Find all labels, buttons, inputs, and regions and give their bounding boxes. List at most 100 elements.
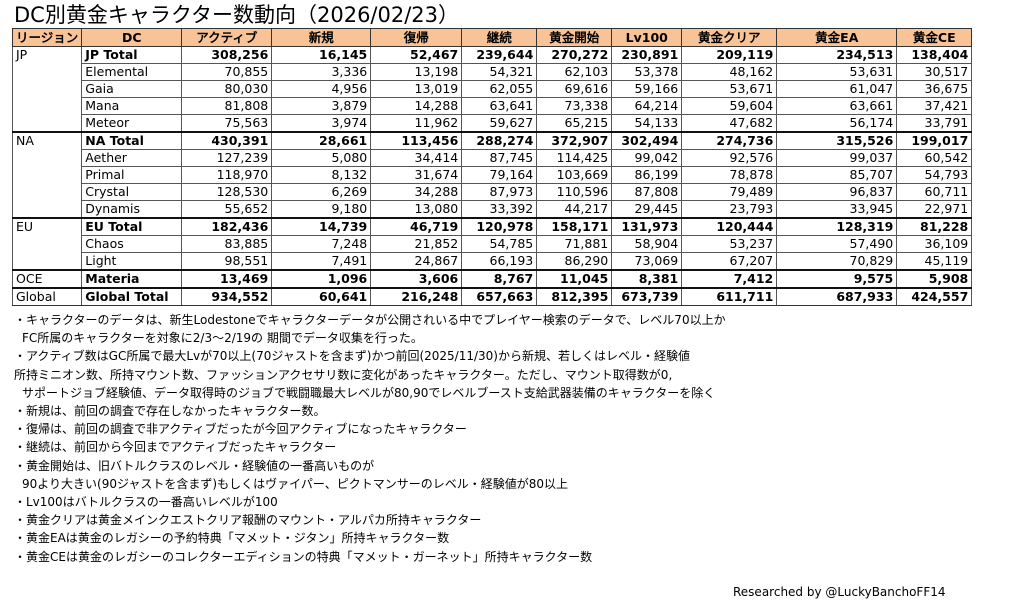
value-cell: 79,164 xyxy=(461,166,538,184)
value-cell: 60,542 xyxy=(896,149,973,167)
value-cell: 934,552 xyxy=(181,287,273,306)
value-cell: 7,248 xyxy=(271,235,372,253)
value-cell: 70,829 xyxy=(776,252,898,271)
value-cell: 8,381 xyxy=(611,269,683,289)
value-cell: 128,530 xyxy=(181,183,273,201)
value-cell: 30,517 xyxy=(896,63,973,81)
region-cell: EU xyxy=(11,217,83,271)
table-row: Meteor 75,563 3,974 11,962 59,627 65,215 54,13… xyxy=(13,114,973,133)
value-cell: 21,852 xyxy=(370,235,463,253)
value-cell: 110,596 xyxy=(536,183,613,201)
value-cell: 37,421 xyxy=(896,97,973,115)
note-line: ・黄金クリアは黄金メインクエストクリア報酬のマウント・アルパカ所持キャラクター xyxy=(14,513,482,528)
value-cell: 424,557 xyxy=(896,287,973,306)
value-cell: 7,491 xyxy=(271,252,372,271)
value-cell: 288,274 xyxy=(461,131,538,150)
column-header: Lv100 xyxy=(611,28,683,47)
region-cell: JP xyxy=(11,46,83,133)
value-cell: 3,879 xyxy=(271,97,372,115)
value-cell: 67,207 xyxy=(681,252,778,271)
value-cell: 14,288 xyxy=(370,97,463,115)
value-cell: 87,973 xyxy=(461,183,538,201)
value-cell: 54,785 xyxy=(461,235,538,253)
note-line: 90より大きい(90ジャストを含まず)もしくはヴァイパー、ピクトマンサーのレベル… xyxy=(22,476,568,491)
value-cell: 60,641 xyxy=(271,287,372,306)
value-cell: 3,606 xyxy=(370,269,463,289)
value-cell: 36,109 xyxy=(896,235,973,253)
value-cell: 687,933 xyxy=(776,287,898,306)
value-cell: 59,627 xyxy=(461,114,538,133)
dc-name-cell: EU Total xyxy=(81,217,183,236)
value-cell: 230,891 xyxy=(611,46,683,64)
value-cell: 98,551 xyxy=(181,252,273,271)
note-line: ・新規は、前回の調査で存在しなかったキャラクター数。 xyxy=(14,404,326,419)
column-header: DC xyxy=(81,28,183,47)
value-cell: 182,436 xyxy=(181,217,273,236)
table-body: JP JP Total 308,256 16,145 52,467 239,644 270,… xyxy=(11,46,973,306)
value-cell: 33,791 xyxy=(896,114,973,133)
value-cell: 69,616 xyxy=(536,80,613,98)
value-cell: 4,956 xyxy=(271,80,372,98)
dc-name-cell: JP Total xyxy=(81,46,183,64)
value-cell: 13,198 xyxy=(370,63,463,81)
value-cell: 1,096 xyxy=(271,269,372,289)
value-cell: 657,663 xyxy=(461,287,538,306)
value-cell: 33,945 xyxy=(776,200,898,219)
value-cell: 216,248 xyxy=(370,287,463,306)
value-cell: 611,711 xyxy=(681,287,778,306)
column-header: 新規 xyxy=(271,28,372,47)
value-cell: 199,017 xyxy=(896,131,973,150)
table-row: Elemental 70,855 3,336 13,198 54,321 62,103 53… xyxy=(13,63,973,81)
value-cell: 66,193 xyxy=(461,252,538,271)
value-cell: 8,767 xyxy=(461,269,538,289)
dc-name-cell: Mana xyxy=(81,97,183,115)
page-title: DC別黄金キャラクター数動向（2026/02/23） xyxy=(14,3,460,27)
value-cell: 120,978 xyxy=(461,217,538,236)
value-cell: 270,272 xyxy=(536,46,613,64)
value-cell: 53,378 xyxy=(611,63,683,81)
value-cell: 3,974 xyxy=(271,114,372,133)
dc-name-cell: NA Total xyxy=(81,131,183,150)
total-row: OCE Materia 13,469 1,096 3,606 8,767 11,045 8,3… xyxy=(11,269,973,289)
value-cell: 7,412 xyxy=(681,269,778,289)
value-cell: 85,707 xyxy=(776,166,898,184)
column-header: リージョン xyxy=(11,28,83,47)
notes-section: ・キャラクターのデータは、新生Lodestoneでキャラクターデータが公開されい… xyxy=(14,311,726,566)
value-cell: 63,661 xyxy=(776,97,898,115)
column-header: アクティブ xyxy=(181,28,273,47)
table-row: Gaia 80,030 4,956 13,019 62,055 69,616 59,166 5… xyxy=(13,80,973,98)
note-line: ・黄金開始は、旧バトルクラスのレベル・経験値の一番高いものが xyxy=(14,458,375,473)
value-cell: 86,199 xyxy=(611,166,683,184)
note-line: ・黄金EAは黄金のレガシーの予約特典「マメット・ジタン」所持キャラクター数 xyxy=(14,531,450,546)
value-cell: 96,837 xyxy=(776,183,898,201)
value-cell: 46,719 xyxy=(370,217,463,236)
value-cell: 53,631 xyxy=(776,63,898,81)
value-cell: 81,808 xyxy=(181,97,273,115)
value-cell: 45,119 xyxy=(896,252,973,271)
value-cell: 33,392 xyxy=(461,200,538,219)
dc-name-cell: Chaos xyxy=(81,235,183,253)
value-cell: 302,494 xyxy=(611,131,683,150)
value-cell: 308,256 xyxy=(181,46,273,64)
note-line: FC所属のキャラクターを対象に2/3～2/19の 期間でデータ収集を行った。 xyxy=(22,331,423,346)
value-cell: 34,414 xyxy=(370,149,463,167)
value-cell: 5,080 xyxy=(271,149,372,167)
value-cell: 86,290 xyxy=(536,252,613,271)
value-cell: 120,444 xyxy=(681,217,778,236)
value-cell: 114,425 xyxy=(536,149,613,167)
value-cell: 5,908 xyxy=(896,269,973,289)
value-cell: 61,047 xyxy=(776,80,898,98)
value-cell: 65,215 xyxy=(536,114,613,133)
dc-name-cell: Aether xyxy=(81,149,183,167)
value-cell: 87,745 xyxy=(461,149,538,167)
column-header: 黄金CE xyxy=(896,28,973,47)
value-cell: 372,907 xyxy=(536,131,613,150)
total-row: Global Global Total 934,552 60,641 216,248 65… xyxy=(11,287,973,306)
value-cell: 71,881 xyxy=(536,235,613,253)
value-cell: 234,513 xyxy=(776,46,898,64)
value-cell: 59,604 xyxy=(681,97,778,115)
value-cell: 11,962 xyxy=(370,114,463,133)
value-cell: 73,069 xyxy=(611,252,683,271)
region-cell: Global xyxy=(11,287,83,306)
value-cell: 60,711 xyxy=(896,183,973,201)
